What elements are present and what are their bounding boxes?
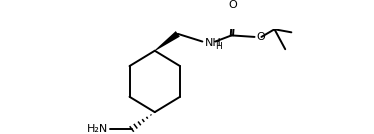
- Text: O: O: [256, 32, 265, 42]
- Text: H: H: [215, 42, 222, 51]
- Text: O: O: [229, 0, 237, 10]
- Polygon shape: [154, 31, 180, 51]
- Text: NH: NH: [205, 38, 221, 48]
- Text: H₂N: H₂N: [87, 124, 108, 134]
